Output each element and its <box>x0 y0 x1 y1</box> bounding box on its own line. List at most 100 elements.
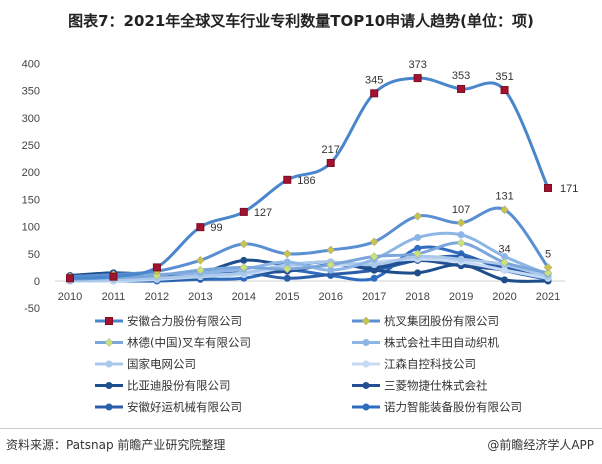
data-label: 171 <box>560 183 578 195</box>
y-tick-label: 0 <box>34 276 40 288</box>
x-tick-label: 2013 <box>188 291 212 303</box>
data-point <box>414 269 422 277</box>
legend-marker <box>361 316 371 326</box>
y-tick-label: 250 <box>22 140 40 152</box>
legend-label: 诺力智能装备股份有限公司 <box>384 400 522 414</box>
legend-item[interactable]: 国家电网公司 <box>95 357 196 371</box>
x-tick-label: 2020 <box>492 291 516 303</box>
legend-item[interactable]: 诺力智能装备股份有限公司 <box>352 400 522 414</box>
data-label: 186 <box>297 175 315 187</box>
data-point <box>457 231 465 239</box>
series: 107 131 5 <box>65 191 553 282</box>
data-label: 353 <box>452 70 470 82</box>
source-note: 资料来源：Patsnap 前瞻产业研究院整理 <box>6 438 226 452</box>
data-point <box>413 249 422 259</box>
data-point <box>414 244 422 252</box>
data-point <box>326 260 336 270</box>
legend-item[interactable]: 株式会社丰田自动织机 <box>352 336 499 350</box>
data-label: 131 <box>495 191 513 203</box>
legend-item[interactable]: 安徽好运机械有限公司 <box>95 400 242 414</box>
data-label: 217 <box>322 144 340 156</box>
data-point <box>370 89 379 98</box>
data-label: 107 <box>452 204 470 216</box>
data-point <box>370 266 378 274</box>
data-point <box>239 239 249 249</box>
legend-marker <box>362 382 370 389</box>
x-tick-label: 2015 <box>275 291 299 303</box>
legend-item[interactable]: 比亚迪股份有限公司 <box>95 379 231 393</box>
x-tick-label: 2012 <box>145 291 169 303</box>
legend-marker <box>105 360 113 368</box>
data-point <box>283 258 291 266</box>
data-point <box>239 263 249 272</box>
data-point <box>66 274 74 283</box>
data-label: 345 <box>365 74 383 86</box>
legend-label: 林德(中国)叉车有限公司 <box>127 336 251 350</box>
data-point <box>500 205 509 215</box>
divider <box>0 428 602 429</box>
data-point <box>544 183 552 192</box>
data-point <box>369 237 379 247</box>
data-point <box>501 276 509 284</box>
data-point <box>370 274 378 282</box>
y-tick-label: 350 <box>22 86 40 98</box>
series-line <box>69 254 549 283</box>
y-tick-label: 100 <box>22 222 40 234</box>
data-point <box>414 233 422 241</box>
legend-item[interactable]: 杭叉集团股份有限公司 <box>352 314 499 328</box>
x-tick-label: 2016 <box>318 291 342 303</box>
data-point <box>500 258 509 267</box>
data-point <box>109 272 118 281</box>
legend-marker <box>105 382 113 389</box>
legend-marker <box>105 403 113 411</box>
data-point <box>413 211 422 221</box>
x-tick-label: 2019 <box>449 291 473 303</box>
legend-marker <box>362 339 370 346</box>
x-tick-label: 2021 <box>536 291 560 303</box>
data-point <box>413 74 422 83</box>
data-point <box>543 263 553 272</box>
legend-item[interactable]: 江森自控科技公司 <box>352 357 476 371</box>
legend-label: 株式会社丰田自动织机 <box>384 336 499 350</box>
legend-label: 国家电网公司 <box>127 357 196 371</box>
legend-item[interactable]: 林德(中国)叉车有限公司 <box>95 336 251 350</box>
data-point <box>240 256 248 264</box>
data-label: 127 <box>254 207 272 219</box>
data-point <box>543 268 553 278</box>
data-point <box>282 264 292 274</box>
data-point <box>457 84 466 93</box>
x-tick-label: 2018 <box>405 291 429 303</box>
data-point <box>152 263 161 272</box>
legend-label: 比亚迪股份有限公司 <box>127 379 231 393</box>
line-chart: -50 0 50 100 150 200 250 300 350 400 2010 2011 2012 2… <box>22 58 579 414</box>
y-tick-label: 150 <box>22 194 40 206</box>
x-tick-label: 2011 <box>102 291 126 303</box>
data-point <box>456 238 466 248</box>
y-tick-label: 300 <box>22 113 40 125</box>
data-point <box>500 86 509 95</box>
data-point <box>239 207 248 216</box>
data-point <box>369 252 379 261</box>
legend-label: 三菱物捷仕株式会社 <box>384 379 488 393</box>
y-tick-label: -50 <box>24 303 40 315</box>
data-label: 34 <box>498 244 510 256</box>
data-point <box>456 218 466 228</box>
data-point <box>283 274 291 282</box>
data-point <box>501 253 509 261</box>
series: 34 <box>65 238 553 284</box>
legend-item[interactable]: 安徽合力股份有限公司 <box>95 314 242 328</box>
y-tick-label: 400 <box>22 58 40 70</box>
data-point <box>501 266 509 274</box>
legend-item[interactable]: 三菱物捷仕株式会社 <box>352 379 488 393</box>
x-tick-label: 2010 <box>58 291 82 303</box>
data-point <box>457 255 465 263</box>
legend-label: 安徽合力股份有限公司 <box>127 314 242 328</box>
data-point <box>196 265 205 275</box>
legend-label: 杭叉集团股份有限公司 <box>384 314 499 328</box>
y-tick-label: 50 <box>28 249 40 261</box>
legend-marker <box>105 317 113 325</box>
legend-marker <box>362 360 370 368</box>
data-point <box>326 245 336 255</box>
